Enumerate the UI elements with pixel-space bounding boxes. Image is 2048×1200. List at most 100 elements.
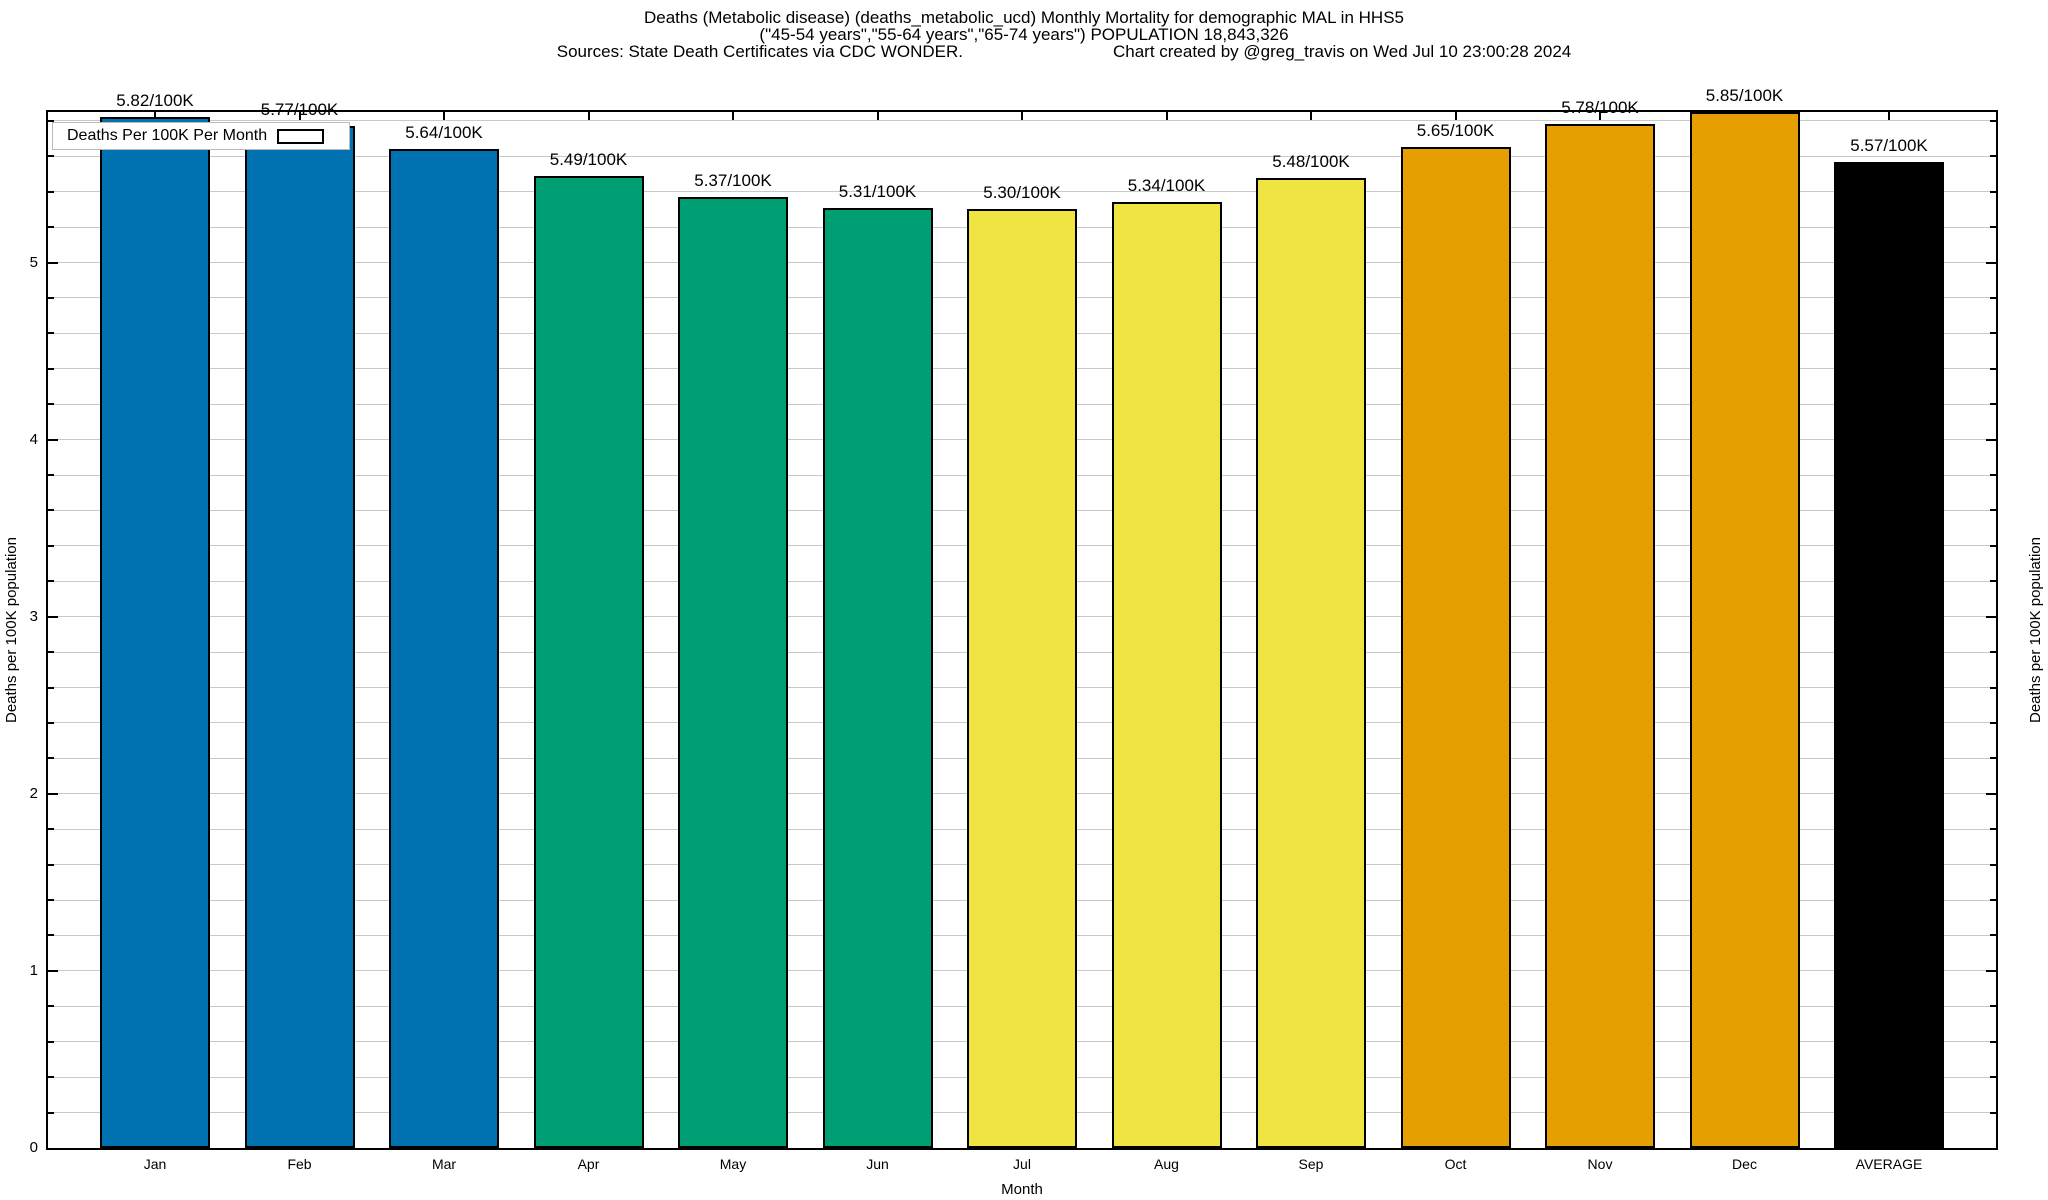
bar-jun [822,207,933,1148]
y-tick-label: 2 [29,784,38,802]
x-tick-top [154,112,156,120]
x-tick-label-may: May [719,1156,747,1172]
y-tick-left [48,119,54,122]
y-tick-left [48,792,58,795]
y-tick-left [48,721,54,724]
y-tick-right [1990,651,1996,654]
plot-area: Deaths Per 100K Per Month 5.82/100K 5.77/… [46,86,1998,1150]
bar-value-label: 5.57/100K [1850,135,1928,155]
y-tick-right [1990,332,1996,335]
gridline [48,120,1996,122]
x-tick-top [298,112,301,120]
y-tick-right [1990,580,1996,583]
x-tick-label-mar: Mar [431,1156,457,1172]
bar-sep [1256,177,1366,1148]
bar-value-label: 5.48/100K [1272,151,1350,171]
y-tick-right [1990,119,1996,122]
bar-value-label: 5.85/100K [1705,86,1784,105]
y-tick-right [1986,969,1996,972]
y-tick-label: 4 [29,430,38,448]
bar-apr [533,175,644,1148]
y-tick-left [48,934,54,937]
x-tick-top [1599,112,1601,120]
y-tick-left [48,580,54,583]
y-tick-left [48,863,54,866]
y-tick-left [48,403,54,406]
y-axis-label-left: Deaths per 100K population [3,537,20,723]
y-tick-right [1986,261,1996,264]
x-tick-top [1165,112,1168,120]
y-tick-left [48,155,54,158]
y-tick-left [48,438,58,441]
y-tick-right [1990,226,1996,229]
y-tick-right [1990,1040,1996,1043]
x-tick-label-average: AVERAGE [1855,1156,1923,1172]
x-tick-top [1021,112,1023,120]
y-tick-left [48,296,54,299]
bar-oct [1400,147,1511,1148]
gridline [48,191,1996,193]
y-tick-right [1990,1005,1996,1008]
legend-swatch-icon [277,128,325,144]
chart-sources-text: Sources: State Death Certificates via CD… [556,42,963,61]
y-tick-right [1990,403,1996,406]
bar-value-label: 5.78/100K [1561,98,1639,118]
x-tick-label-apr: Apr [577,1156,600,1172]
y-tick-right [1990,296,1996,299]
x-tick-top [876,112,879,120]
y-tick-right [1990,190,1996,193]
bar-feb [244,126,355,1148]
y-tick-right [1990,863,1996,866]
y-tick-right [1990,155,1996,158]
y-tick-left [48,615,58,618]
x-tick-label-feb: Feb [287,1156,312,1172]
y-tick-label: 0 [29,1139,38,1156]
y-tick-left [48,651,54,654]
y-tick-right [1990,721,1996,724]
bar-jul [967,209,1077,1148]
y-tick-label: 5 [29,253,38,271]
chart-title-line2: ("45-54 years","55-64 years","65-74 year… [759,25,1289,44]
x-tick-label-nov: Nov [1587,1156,1613,1172]
legend-box: Deaths Per 100K Per Month [52,122,350,150]
y-tick-right [1990,757,1996,760]
y-tick-left [48,969,58,972]
y-tick-right [1990,686,1996,689]
y-tick-left [48,261,58,264]
y-tick-left [48,1005,54,1008]
y-tick-right [1990,474,1996,477]
bar-dec [1689,112,1800,1148]
y-tick-right [1986,615,1996,618]
y-tick-left [48,474,54,477]
bar-aug [1111,202,1222,1148]
y-tick-left [48,332,54,335]
y-axis-label-right: Deaths per 100K population [2027,537,2044,723]
x-tick-label-dec: Dec [1732,1156,1757,1172]
bar-may [678,197,788,1148]
y-tick-right [1990,367,1996,370]
bar-average [1834,161,1944,1148]
bar-value-label: 5.77/100K [260,100,339,120]
y-tick-right [1990,899,1996,902]
bar-value-label: 5.37/100K [694,171,772,190]
chart-title-line1: Deaths (Metabolic disease) (deaths_metab… [644,8,1404,27]
x-tick-top [587,112,590,120]
y-tick-label: 1 [29,961,38,979]
bar-value-label: 5.65/100K [1416,121,1495,141]
x-tick-top [443,112,445,120]
gridline [48,155,1996,157]
bar-nov [1545,124,1655,1148]
bar-value-label: 5.30/100K [983,183,1061,203]
bar-value-label: 5.82/100K [116,91,194,111]
y-tick-right [1990,509,1996,512]
y-tick-right [1990,544,1996,547]
x-tick-top [1310,112,1312,120]
y-tick-right [1990,934,1996,937]
x-tick-label-sep: Sep [1298,1156,1324,1172]
x-tick-top [1454,112,1457,120]
y-tick-left [48,899,54,902]
bar-value-label: 5.49/100K [549,149,628,169]
bar-mar [389,149,499,1148]
y-tick-left [48,1040,54,1043]
